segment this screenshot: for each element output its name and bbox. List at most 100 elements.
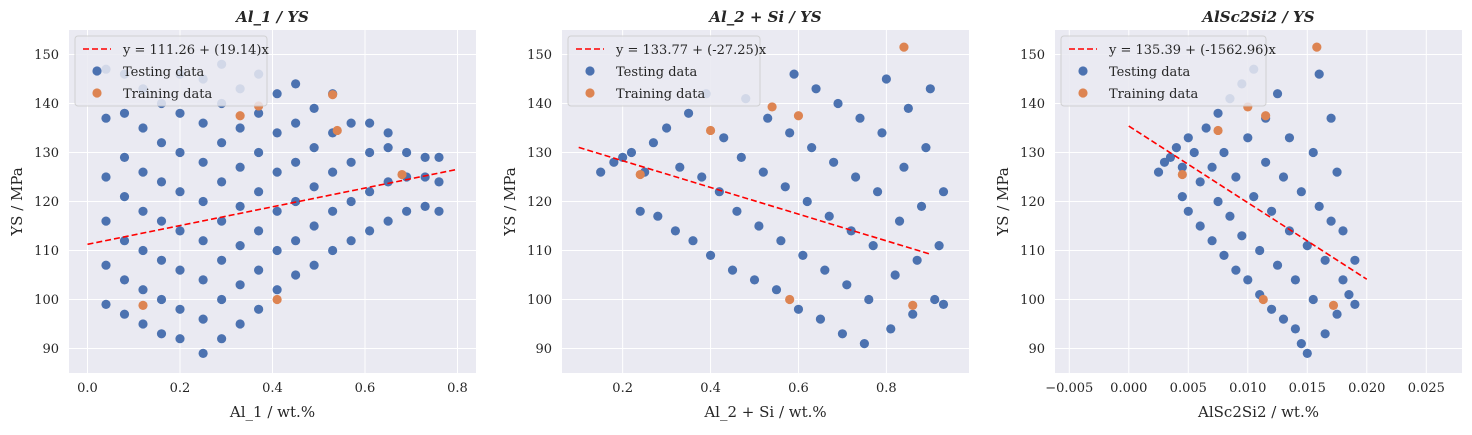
- legend-testing-swatch: [1078, 66, 1088, 76]
- training-point: [328, 90, 338, 100]
- testing-point: [101, 299, 111, 309]
- testing-point: [938, 299, 949, 309]
- testing-point: [309, 103, 319, 113]
- testing-point: [697, 172, 707, 182]
- testing-point: [254, 304, 264, 314]
- testing-point: [1296, 339, 1306, 349]
- testing-point: [719, 133, 729, 143]
- testing-point: [1177, 162, 1187, 172]
- legend-training-label: Training data: [1109, 87, 1198, 102]
- testing-point: [1195, 221, 1205, 231]
- training-point: [332, 125, 342, 136]
- training-series: [635, 42, 918, 310]
- testing-point: [846, 226, 856, 236]
- y-tick-label: 150: [1020, 48, 1045, 63]
- x-tick-label: 0.000: [1110, 381, 1147, 396]
- testing-point: [807, 143, 817, 153]
- x-tick-label: 0.6: [788, 381, 809, 396]
- testing-point: [198, 275, 208, 285]
- testing-point: [714, 187, 724, 197]
- testing-point: [811, 84, 821, 94]
- legend-testing-label: Testing data: [616, 65, 698, 80]
- testing-point: [877, 128, 887, 138]
- testing-point: [420, 172, 430, 182]
- testing-point: [1219, 250, 1229, 260]
- x-tick-label: 0.0: [77, 381, 98, 396]
- testing-point: [346, 196, 356, 207]
- regression-line: [1128, 125, 1368, 280]
- training-point: [235, 111, 245, 121]
- testing-point: [365, 118, 375, 128]
- testing-point: [1231, 172, 1241, 182]
- x-axis-label: Al_2 + Si / wt.%: [703, 403, 826, 421]
- testing-point: [1189, 147, 1199, 158]
- testing-point: [1302, 241, 1312, 251]
- chart-panel-2: 0.2 0.4 0.6 0.8 90 100 110 120 130 140 150 Al_2 + S…: [501, 8, 969, 421]
- testing-point: [736, 152, 746, 162]
- legend: y = 133.77 + (-27.25)x Testing data Traini…: [567, 35, 767, 107]
- testing-point: [1207, 236, 1217, 246]
- testing-point: [1302, 348, 1312, 358]
- training-point: [1312, 42, 1322, 52]
- testing-point: [402, 206, 412, 216]
- testing-point: [434, 177, 444, 187]
- testing-point: [1243, 275, 1253, 285]
- x-tick-label: 0.8: [447, 381, 468, 396]
- testing-point: [1332, 167, 1342, 177]
- testing-point: [328, 245, 338, 256]
- testing-point: [1326, 113, 1336, 123]
- testing-point: [383, 177, 393, 187]
- testing-point: [254, 108, 264, 118]
- testing-point: [688, 236, 698, 246]
- testing-point: [1255, 245, 1265, 256]
- testing-point: [820, 265, 830, 275]
- testing-point: [346, 236, 356, 246]
- testing-point: [309, 260, 319, 270]
- legend-training-label: Training data: [123, 87, 212, 102]
- chart-title: Al_1 / YS: [234, 8, 309, 26]
- testing-point: [1308, 147, 1318, 158]
- testing-point: [618, 152, 628, 162]
- testing-point: [662, 123, 672, 133]
- y-axis-label: YS / MPa: [501, 167, 519, 237]
- testing-point: [1326, 216, 1336, 226]
- legend-fit-label: y = 133.77 + (-27.25)x: [615, 43, 767, 58]
- testing-point: [732, 206, 742, 216]
- testing-point: [1231, 265, 1241, 275]
- testing-point: [402, 147, 412, 158]
- testing-point: [1338, 275, 1348, 285]
- legend-training-label: Training data: [616, 87, 705, 102]
- x-tick-label: 0.8: [876, 381, 897, 396]
- testing-point: [198, 157, 208, 167]
- testing-point: [198, 236, 208, 246]
- testing-point: [842, 280, 852, 290]
- testing-point: [1153, 167, 1164, 177]
- testing-point: [1249, 192, 1259, 202]
- testing-point: [1165, 152, 1176, 162]
- testing-point: [1207, 162, 1217, 172]
- x-tick-label: 0.4: [262, 381, 283, 396]
- testing-point: [217, 255, 227, 265]
- testing-point: [653, 211, 663, 221]
- testing-point: [383, 216, 393, 226]
- y-tick-label: 140: [1020, 97, 1045, 112]
- y-tick-label: 90: [535, 342, 552, 357]
- training-point: [705, 125, 716, 136]
- legend-training-swatch: [585, 88, 595, 98]
- testing-point: [175, 226, 185, 236]
- testing-point: [138, 206, 148, 216]
- testing-point: [1243, 133, 1253, 143]
- y-tick-label: 140: [527, 97, 552, 112]
- y-tick-label: 110: [1020, 244, 1045, 259]
- testing-point: [868, 241, 878, 251]
- y-tick-label: 110: [527, 244, 552, 259]
- testing-point: [156, 216, 167, 226]
- testing-point: [254, 265, 264, 275]
- testing-point: [346, 118, 356, 128]
- testing-point: [1266, 304, 1277, 314]
- legend-testing-label: Testing data: [123, 65, 205, 80]
- testing-point: [272, 245, 282, 256]
- legend-training-swatch: [92, 88, 102, 98]
- testing-point: [1314, 69, 1324, 79]
- testing-point: [254, 226, 264, 236]
